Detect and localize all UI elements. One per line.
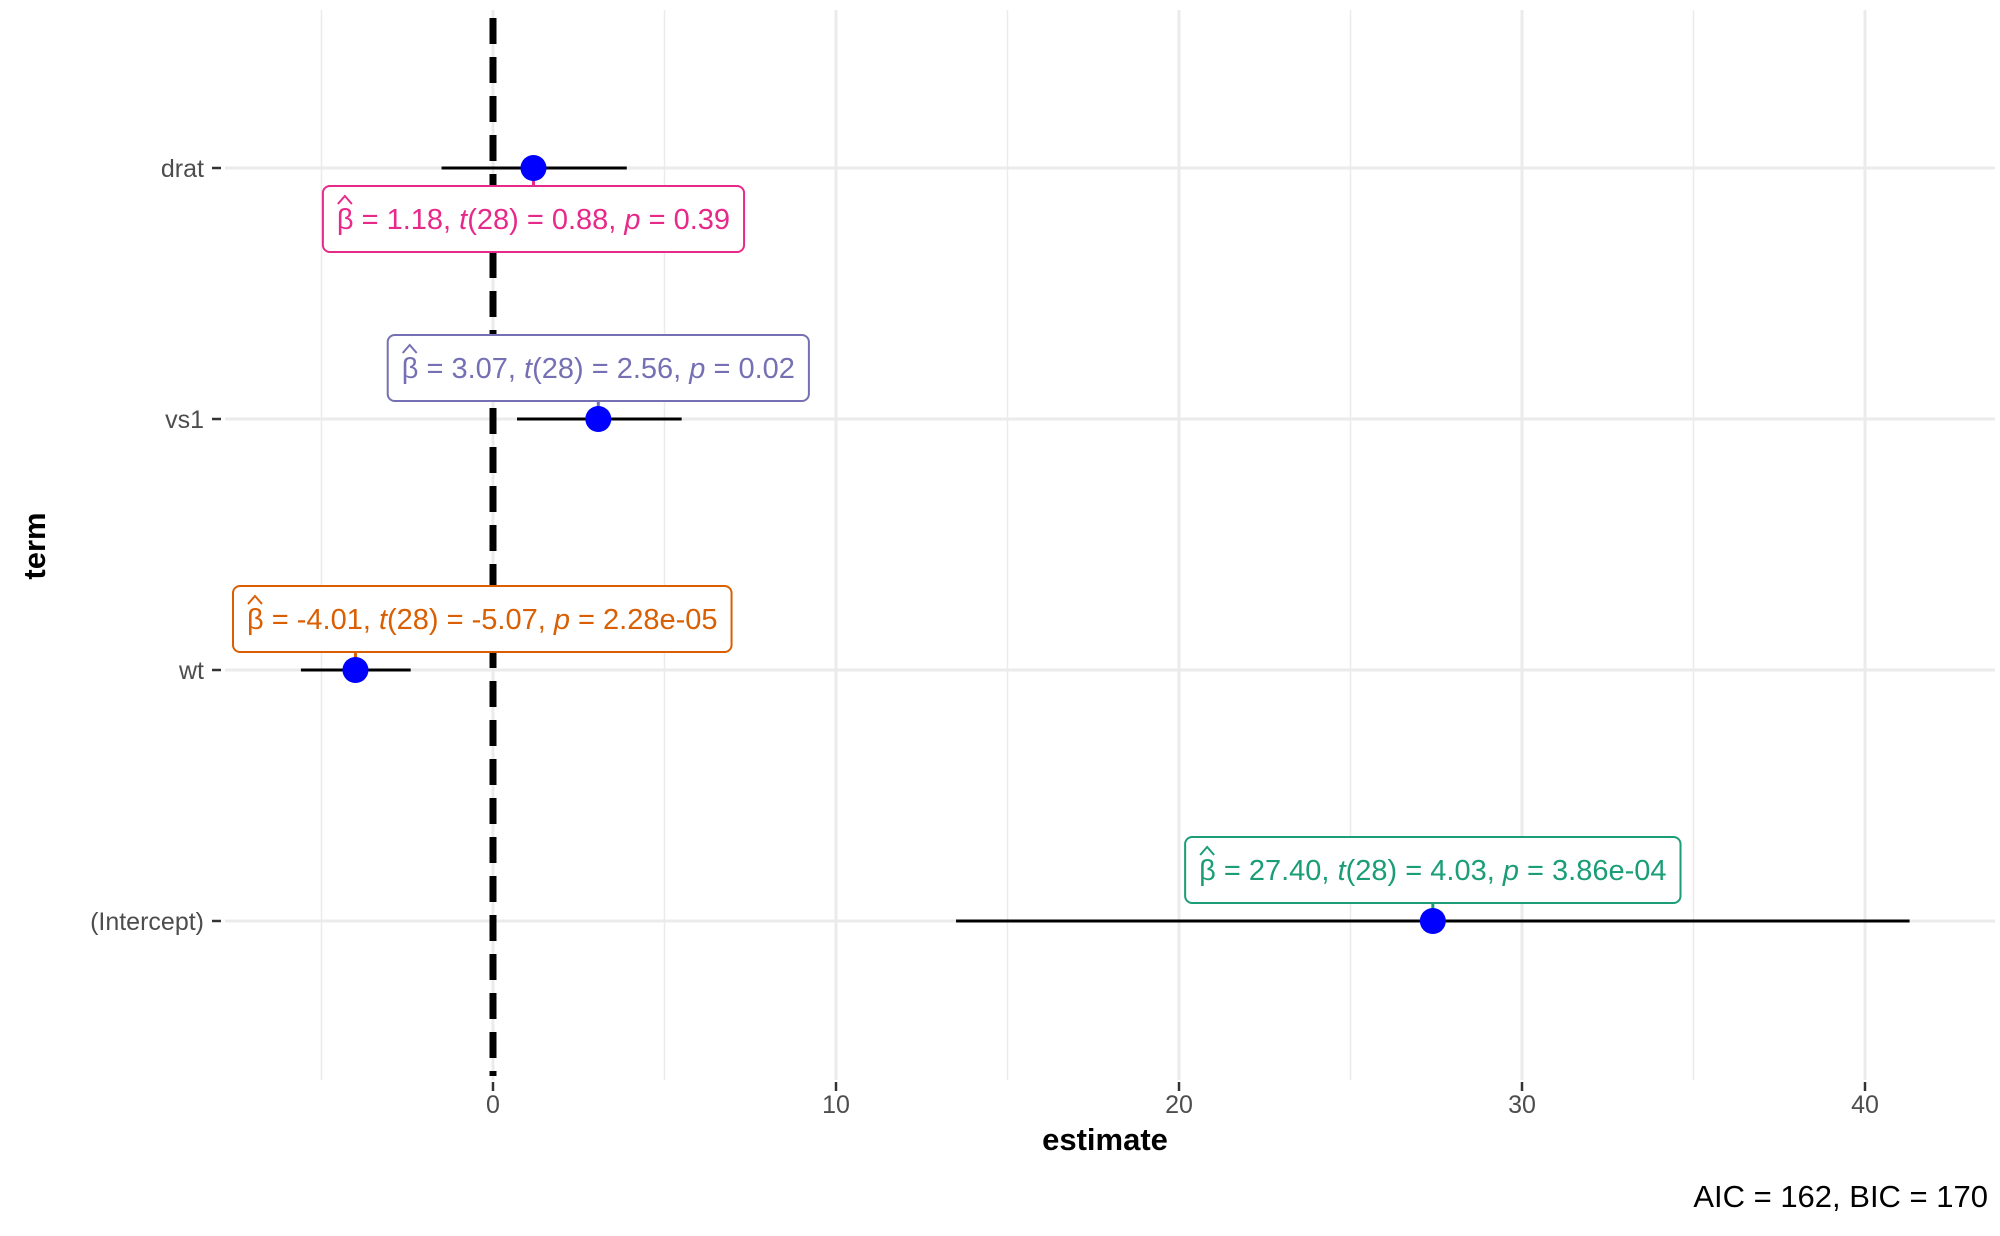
estimate-label-text: β = 27.40, t(28) = 4.03, p = 3.86e-04 — [1199, 855, 1666, 887]
estimate-labels: β = 1.18, t(28) = 0.88, p = 0.39β = 3.07… — [232, 185, 1682, 904]
estimate-label-part: β — [402, 353, 419, 385]
estimate-label-part: = 4.03, — [1397, 855, 1503, 887]
estimate-label-text: β = -4.01, t(28) = -5.07, p = 2.28e-05 — [247, 604, 718, 636]
x-tick-label: 30 — [1508, 1091, 1536, 1119]
estimate-label-part: = 2.56, — [584, 353, 690, 385]
estimate-label: β = 3.07, t(28) = 2.56, p = 0.02 — [386, 334, 810, 402]
estimate-point — [1419, 908, 1446, 934]
y-tick-label: (Intercept) — [90, 908, 204, 936]
estimate-label-part: p — [688, 353, 705, 385]
estimate-label-part: t — [459, 204, 469, 236]
estimate-label-text: β = 3.07, t(28) = 2.56, p = 0.02 — [402, 353, 795, 385]
beta-hat-accent — [247, 594, 263, 605]
estimate-label-part: β — [247, 604, 264, 636]
y-tick-label: vs1 — [165, 406, 204, 434]
x-axis-title: estimate — [1042, 1122, 1168, 1157]
estimate-label-part: = 0.39 — [641, 204, 731, 236]
estimate-label-part: = 0.02 — [705, 353, 795, 385]
estimate-points — [342, 155, 1446, 934]
estimate-label-part: = 3.86e-04 — [1519, 855, 1667, 887]
x-tick-label: 20 — [1165, 1091, 1193, 1119]
y-tick-label: wt — [178, 657, 204, 685]
y-axis-title: term — [17, 512, 52, 579]
error-bars — [300, 166, 1910, 923]
estimate-point — [520, 155, 547, 181]
x-axis: 0 10 20 30 40 — [486, 1082, 1879, 1119]
estimate-label-part: = -4.01, — [264, 604, 379, 636]
estimate-label-part: β — [1199, 855, 1216, 887]
estimate-label-part: t — [1338, 855, 1348, 887]
estimate-label-part: = 0.88, — [519, 204, 625, 236]
estimate-label: β = 27.40, t(28) = 4.03, p = 3.86e-04 — [1184, 836, 1682, 904]
label-connectors — [353, 174, 1435, 915]
estimate-label-part: β — [337, 204, 354, 236]
model-fit-caption: AIC = 162, BIC = 170 — [1693, 1179, 1988, 1214]
estimate-label-part: p — [1502, 855, 1519, 887]
estimate-label-box — [1184, 836, 1682, 904]
estimate-label-part: (28) — [467, 204, 519, 236]
estimate-label-part: (28) — [387, 604, 439, 636]
estimate-point — [585, 406, 612, 432]
beta-hat-accent — [1199, 845, 1215, 856]
estimate-label-box — [386, 334, 810, 402]
estimate-point — [342, 657, 369, 683]
estimate-label-text: β = 1.18, t(28) = 0.88, p = 0.39 — [337, 204, 730, 236]
y-axis: drat vs1 wt (Intercept) — [90, 155, 221, 936]
estimate-label-part: t — [524, 353, 534, 385]
beta-hat-accent — [401, 343, 418, 354]
beta-hat-accent — [337, 194, 353, 205]
estimate-label-part: = 3.07, — [418, 353, 524, 385]
estimate-label-part: = 2.28e-05 — [570, 604, 718, 636]
x-tick-label: 0 — [486, 1091, 500, 1119]
estimate-label: β = -4.01, t(28) = -5.07, p = 2.28e-05 — [232, 585, 733, 653]
estimate-label-box — [232, 585, 733, 653]
estimate-label-part: (28) — [1346, 855, 1398, 887]
estimate-label-box — [321, 185, 746, 253]
estimate-label: β = 1.18, t(28) = 0.88, p = 0.39 — [321, 185, 746, 253]
x-tick-label: 40 — [1851, 1091, 1879, 1119]
estimate-label-part: = 1.18, — [354, 204, 460, 236]
y-tick-label: drat — [161, 155, 204, 183]
estimate-label-part: t — [379, 604, 389, 636]
estimate-label-part: = -5.07, — [439, 604, 554, 636]
estimate-label-part: p — [553, 604, 570, 636]
estimate-label-part: (28) — [532, 353, 584, 385]
x-tick-label: 10 — [822, 1091, 850, 1119]
estimate-label-part: = 27.40, — [1216, 855, 1338, 887]
estimate-label-part: p — [623, 204, 640, 236]
